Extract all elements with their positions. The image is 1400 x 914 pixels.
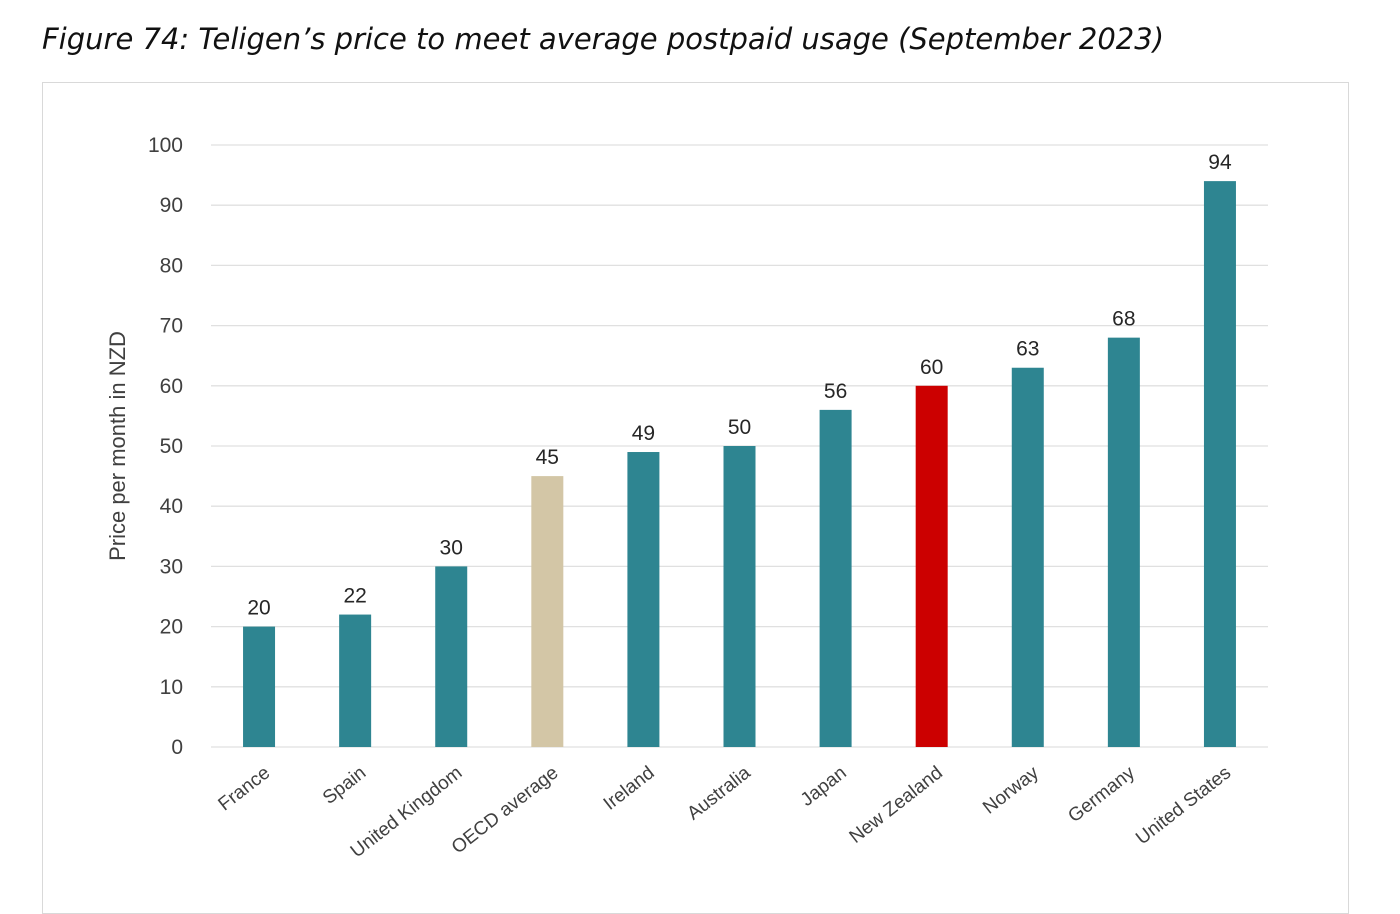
x-tick-label: Australia — [683, 762, 755, 824]
y-tick-label: 80 — [160, 254, 183, 277]
x-tick-label: OECD average — [448, 762, 562, 858]
data-label: 94 — [1208, 151, 1232, 174]
data-label: 63 — [1016, 338, 1039, 361]
y-tick-label: 50 — [160, 435, 183, 458]
bar-chart: 0 10 20 30 40 50 60 70 80 90 100 20 22 30 45 49 50 56 60 6… — [105, 134, 1268, 862]
bar-united-states — [1203, 181, 1236, 747]
bar-japan — [819, 409, 852, 747]
data-label: 68 — [1112, 308, 1135, 331]
y-tick-label: 90 — [160, 194, 183, 217]
y-tick-label: 70 — [160, 315, 183, 338]
x-tick-label: Norway — [979, 762, 1043, 819]
data-label: 22 — [343, 585, 366, 608]
y-axis-ticks: 0 10 20 30 40 50 60 70 80 90 100 — [148, 134, 183, 759]
x-tick-label: United States — [1132, 762, 1235, 849]
y-tick-label: 100 — [148, 134, 183, 157]
bar-new-zealand — [915, 385, 948, 747]
x-tick-label: France — [215, 762, 275, 815]
data-label: 45 — [536, 446, 559, 469]
x-tick-label: Japan — [797, 762, 851, 810]
bar-united-kingdom — [435, 566, 468, 747]
x-tick-label: Spain — [319, 762, 370, 808]
x-tick-label: New Zealand — [846, 762, 947, 847]
y-tick-label: 0 — [171, 736, 183, 759]
data-label: 49 — [632, 422, 655, 445]
y-tick-label: 10 — [160, 676, 183, 699]
data-label: 50 — [728, 416, 751, 439]
y-tick-label: 40 — [160, 495, 183, 518]
data-label: 20 — [247, 597, 270, 620]
y-axis-title: Price per month in NZD — [105, 331, 130, 561]
y-tick-label: 60 — [160, 375, 183, 398]
bar-norway — [1011, 367, 1044, 747]
bar-ireland — [627, 452, 660, 747]
bar-oecd-average — [531, 476, 564, 747]
chart-frame: 0 10 20 30 40 50 60 70 80 90 100 20 22 30 45 49 50 56 60 6… — [42, 82, 1349, 914]
x-tick-label: Ireland — [600, 762, 659, 814]
y-tick-label: 20 — [160, 616, 183, 639]
data-label: 30 — [440, 536, 463, 559]
bar-spain — [339, 614, 372, 747]
bars — [243, 181, 1236, 747]
figure-title: Figure 74: Teligen’s price to meet avera… — [42, 22, 1165, 56]
bar-france — [243, 626, 276, 747]
y-tick-label: 30 — [160, 555, 183, 578]
bar-australia — [723, 446, 756, 747]
data-label: 60 — [920, 356, 943, 379]
data-label: 56 — [824, 380, 847, 403]
bar-germany — [1107, 337, 1140, 747]
data-labels: 20 22 30 45 49 50 56 60 63 68 94 — [247, 151, 1232, 619]
x-tick-label: Germany — [1064, 762, 1139, 827]
